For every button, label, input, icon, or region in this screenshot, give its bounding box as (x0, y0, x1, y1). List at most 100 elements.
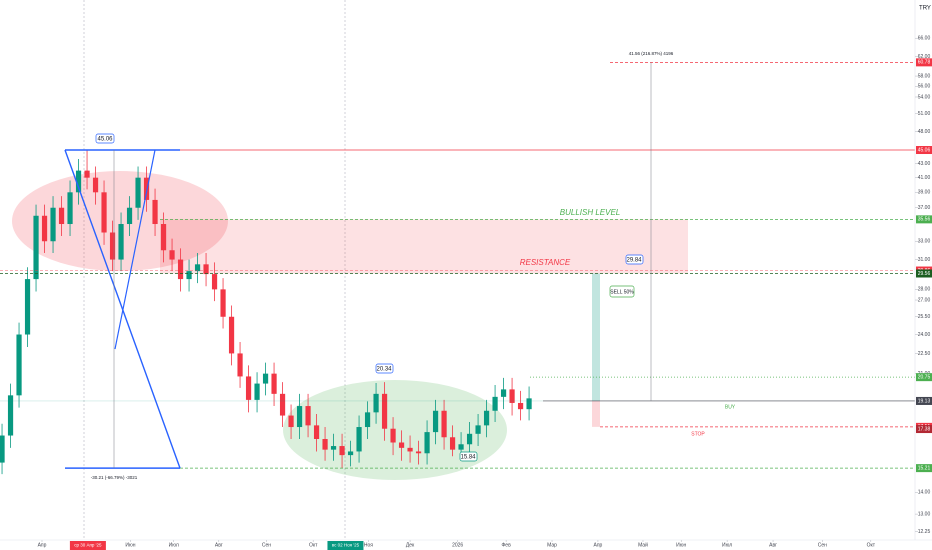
measure-label: 41.56 (216.87%) 4196 (629, 51, 674, 56)
candle-body (390, 428, 396, 443)
callout-box (375, 363, 394, 374)
candle-body (381, 393, 388, 429)
candle-body (424, 432, 430, 454)
y-tick-label: 28.00 (918, 287, 931, 293)
measure-label: -30.21 (-66.79%) -3021 (91, 475, 138, 480)
candle-body (407, 447, 413, 452)
candle-body (466, 433, 473, 445)
candle-body (296, 406, 303, 428)
x-tick-label: Июл (169, 542, 179, 548)
x-tick-label: Май (638, 541, 648, 548)
candle-body (58, 207, 65, 225)
candle-body (254, 383, 260, 400)
candle-body (517, 402, 524, 410)
y-tick-label: 51.00 (918, 111, 931, 117)
candle-body (135, 177, 141, 208)
price-tag (916, 269, 932, 278)
price-tag-label: 20.75 (918, 374, 931, 380)
y-tick-label: 43.00 (918, 161, 931, 167)
candle-body (126, 207, 133, 225)
date-marker (69, 541, 106, 550)
buy-label: BUY (725, 404, 736, 410)
candle-body (492, 396, 498, 411)
candle-body (288, 415, 294, 428)
callout-text: 15.84 (460, 455, 476, 461)
price-tag-label: 60.78 (918, 60, 931, 66)
y-tick-label: 58.00 (918, 73, 931, 79)
price-tag-label: 17.38 (918, 426, 931, 432)
triangle-side (114, 149, 156, 350)
callout-box (625, 254, 644, 265)
candle-body (50, 207, 56, 242)
stop-zone (592, 400, 600, 427)
x-tick-label: Фев (501, 542, 511, 548)
candle-body (143, 177, 150, 200)
x-tick-label: Июн (676, 542, 686, 548)
candle-body (364, 412, 371, 428)
x-tick-label: Июн (125, 542, 135, 548)
candle-body (67, 192, 73, 225)
price-tag-label: 15.21 (918, 465, 931, 471)
y-tick-label: 14.00 (918, 490, 931, 496)
y-tick-label: 31.00 (918, 257, 931, 263)
x-tick-label: Окт (867, 542, 876, 548)
candle-body (245, 376, 252, 400)
callout-text: 45.06 (97, 137, 113, 143)
candle-body (16, 334, 22, 396)
candles (0, 150, 532, 475)
price-tag-label: 29.56 (918, 271, 931, 277)
y-tick-label: 48.00 (918, 129, 931, 135)
y-tick-label: 62.00 (918, 54, 931, 60)
candle-body (432, 410, 439, 433)
candle-body (33, 215, 39, 280)
candle-body (500, 389, 507, 397)
candle-body (211, 274, 218, 290)
x-tick-label: Апр (38, 542, 47, 548)
callout-text: 29.84 (626, 258, 642, 264)
candle-body (305, 406, 311, 426)
callout: 45.06 (95, 133, 115, 144)
red-ellipse (12, 171, 228, 271)
candle-body (483, 410, 490, 426)
price-tag-label: 35.56 (918, 217, 931, 223)
bullish-label: BULLISH LEVEL (560, 208, 620, 217)
candle-body (475, 425, 481, 434)
candle-body (194, 264, 201, 272)
sell-box (609, 285, 635, 298)
candle-body (262, 373, 269, 384)
y-tick-label: 13.00 (918, 511, 931, 517)
sell-text: SELL 50% (610, 289, 634, 295)
candle-body (347, 451, 354, 456)
candle-body (0, 435, 5, 463)
x-tick-label: 2026 (452, 542, 463, 548)
candle-body (509, 389, 515, 403)
x-tick-label: Мар (547, 542, 557, 548)
callout-text: 20.34 (376, 367, 392, 373)
drawings-front (0, 62, 915, 469)
y-tick-label: 39.00 (918, 190, 931, 196)
candle-body (169, 250, 175, 260)
candle-body (313, 425, 320, 439)
candle-body (203, 264, 209, 275)
currency: TRY (919, 6, 931, 12)
price-tag (916, 425, 932, 434)
y-tick-label: 12.25 (918, 529, 931, 535)
candle-body (228, 316, 235, 354)
candle-body (177, 259, 184, 280)
x-tick-label: Сен (262, 542, 271, 548)
callout-box (459, 451, 478, 462)
x-tick-label: Окт (309, 542, 318, 548)
resistance-label: RESISTANCE (520, 258, 571, 267)
candle-body (118, 224, 124, 260)
stop-label: STOP (691, 431, 705, 437)
y-tick-label: 33.00 (918, 239, 931, 245)
price-tag (916, 396, 932, 405)
candle-body (160, 224, 167, 251)
candle-body (92, 177, 99, 193)
y-tick-label: 22.50 (918, 351, 931, 357)
candle-body (84, 170, 90, 178)
sell-note: SELL 50% (609, 285, 635, 298)
y-tick-label: 37.00 (918, 205, 931, 211)
